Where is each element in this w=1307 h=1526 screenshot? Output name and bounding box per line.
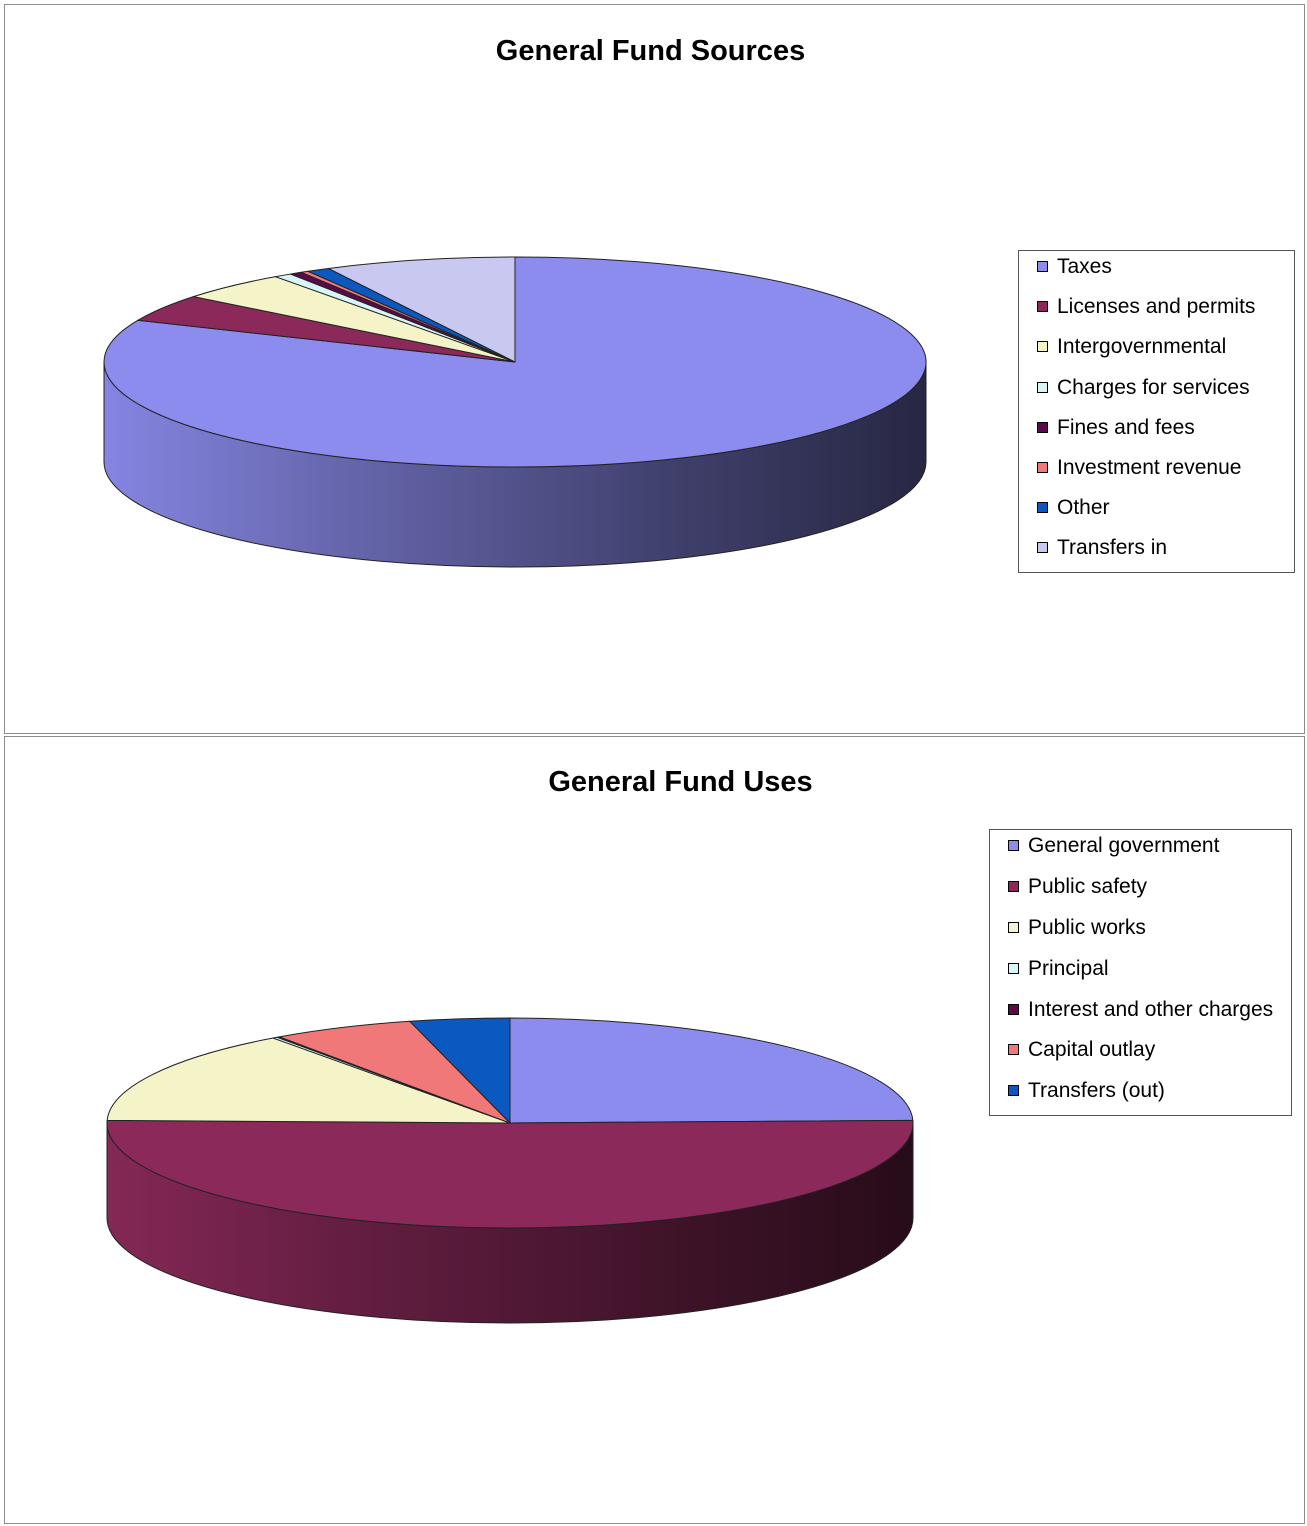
sources-pie-chart <box>103 256 927 568</box>
legend-label: Public safety <box>1028 874 1148 898</box>
legend-swatch <box>1037 261 1048 272</box>
legend-item: Fines and fees <box>1037 415 1286 456</box>
legend-label: Investment revenue <box>1057 455 1242 479</box>
legend-label: Taxes <box>1057 255 1112 278</box>
chart-title: General Fund Sources <box>495 35 806 67</box>
legend-swatch <box>1008 840 1019 851</box>
legend-label: Capital outlay <box>1028 1038 1156 1062</box>
uses-legend: General government Public safety Public wo… <box>989 829 1292 1116</box>
pie-slice-capital-outlay <box>278 1020 511 1124</box>
legend-item: Intergovernmental <box>1037 335 1286 375</box>
legend-item: Charges for services <box>1037 375 1286 416</box>
legend-item: Interest and other charges <box>1008 997 1283 1039</box>
sources-legend: Taxes Licenses and permits Intergovernment… <box>1018 250 1295 573</box>
pie-slice-transfers-out- <box>409 1017 511 1124</box>
chart-title: General Fund Uses <box>548 766 813 798</box>
legend-swatch <box>1037 461 1048 473</box>
legend-swatch <box>1037 502 1048 514</box>
legend-item: Taxes <box>1037 255 1286 295</box>
legend-label: Principal <box>1028 956 1109 980</box>
legend-swatch <box>1008 880 1019 892</box>
legend-label: Charges for services <box>1057 375 1250 399</box>
pie-slice-public-works <box>106 1037 511 1124</box>
legend-item: Capital outlay <box>1008 1038 1283 1079</box>
uses-pie-chart <box>106 1017 914 1324</box>
pie-slice-transfers-in <box>327 256 516 363</box>
legend-swatch <box>1008 921 1019 933</box>
legend-swatch <box>1037 421 1048 433</box>
legend-label: Transfers in <box>1057 536 1168 560</box>
legend-label: Public works <box>1028 915 1146 939</box>
legend-swatch <box>1008 962 1019 974</box>
legend-label: Intergovernmental <box>1057 335 1227 359</box>
legend-swatch <box>1008 1044 1019 1056</box>
legend-item: Other <box>1037 496 1286 536</box>
legend-item: Transfers in <box>1037 536 1286 576</box>
legend-item: Public works <box>1008 915 1283 957</box>
pie-slice-taxes <box>103 256 927 468</box>
legend-item: Principal <box>1008 956 1283 998</box>
legend-swatch <box>1037 341 1048 353</box>
legend-label: Licenses and permits <box>1057 295 1256 319</box>
pie-slice-public-safety <box>106 1119 914 1229</box>
legend-swatch <box>1008 1085 1019 1097</box>
legend-swatch <box>1037 381 1048 393</box>
legend-item: Public safety <box>1008 874 1283 916</box>
legend-label: General government <box>1028 834 1220 857</box>
legend-swatch <box>1037 542 1048 554</box>
sources-chart-panel: General Fund Sources Taxes Licenses and p… <box>4 4 1305 734</box>
legend-item: Investment revenue <box>1037 455 1286 496</box>
pie-slice-general-government <box>509 1017 914 1124</box>
legend-swatch <box>1037 301 1048 313</box>
legend-label: Other <box>1057 496 1110 520</box>
uses-chart-panel: General Fund Uses General government Publ… <box>4 736 1305 1524</box>
legend-item: Licenses and permits <box>1037 295 1286 335</box>
legend-item: General government <box>1008 834 1283 875</box>
legend-item: Transfers (out) <box>1008 1079 1283 1120</box>
legend-label: Transfers (out) <box>1028 1079 1165 1103</box>
legend-swatch <box>1008 1003 1019 1015</box>
legend-label: Fines and fees <box>1057 415 1195 439</box>
legend-label: Interest and other charges <box>1028 997 1274 1021</box>
